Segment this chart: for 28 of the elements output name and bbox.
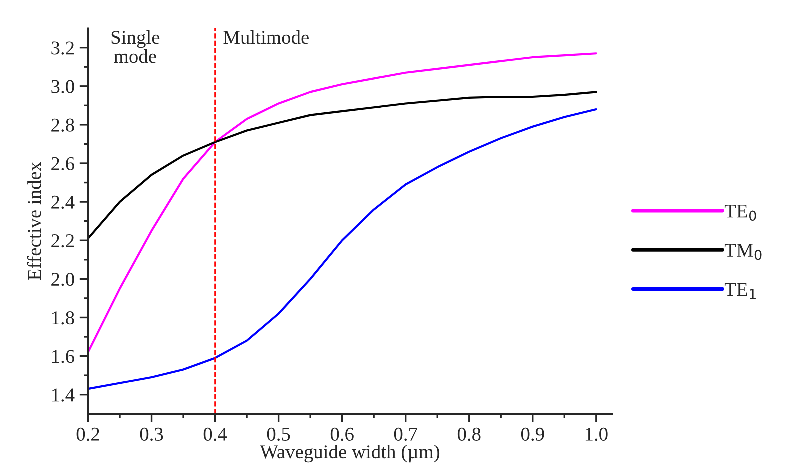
- legend-label: TM$_{0}$: [724, 244, 762, 260]
- line-series: [88, 108, 598, 390]
- y-axis-title: Effective index: [27, 162, 42, 280]
- x-tick-label: 0.5: [267, 428, 290, 442]
- annotation: Multimode: [224, 30, 309, 44]
- y-tick-label: 1.4: [52, 388, 75, 402]
- x-tick-label: 0.9: [521, 428, 544, 442]
- y-tick-label: 2.8: [52, 118, 74, 132]
- y-tick-label: 2.0: [52, 272, 74, 286]
- y-tick-label: 3.0: [52, 80, 74, 94]
- annotation: Single mode: [112, 30, 160, 64]
- x-tick-label: 0.2: [76, 428, 100, 442]
- y-tick-label: 1.6: [52, 350, 74, 364]
- line-series: [88, 91, 598, 240]
- x-tick-label: 0.8: [458, 428, 481, 442]
- legend-label: TE$_{1}$: [724, 283, 756, 300]
- x-tick-label: 0.7: [394, 428, 418, 442]
- x-tick-label: 0.4: [204, 428, 228, 442]
- x-tick-label: 0.6: [330, 428, 354, 442]
- y-tick-label: 1.8: [52, 312, 74, 325]
- legend-label: TE$_{0}$: [724, 204, 756, 222]
- x-tick-label: 0.3: [140, 428, 164, 442]
- y-tick-label: 2.2: [52, 234, 74, 248]
- x-axis-title: Waveguide width (µm): [260, 444, 440, 463]
- y-tick-label: 2.6: [52, 157, 74, 171]
- y-tick-label: 2.4: [52, 196, 75, 210]
- x-tick-label: 1.0: [586, 428, 608, 442]
- y-tick-label: 3.2: [52, 42, 74, 55]
